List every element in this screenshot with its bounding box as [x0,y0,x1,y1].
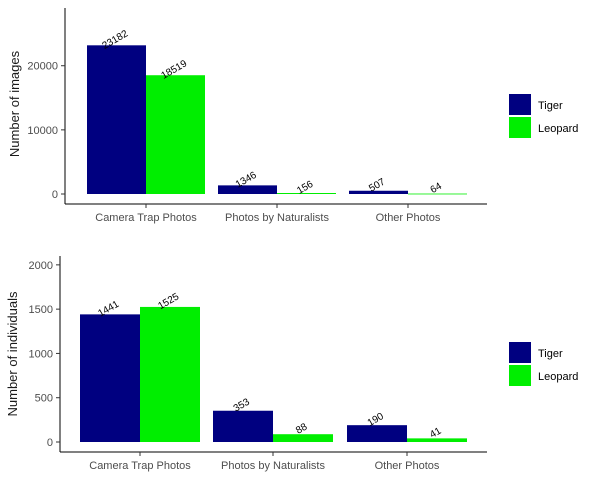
chart-1-bar-tiger-other-photos [349,190,408,194]
chart-1-y-tick-label: 10000 [27,125,58,137]
chart-1-bar-tiger-camera-trap-photos [87,45,146,195]
chart-1-bar-leopard-other-photos [408,193,467,195]
chart-1-legend-label-tiger: Tiger [538,100,563,112]
chart-2-y-tick-label: 1500 [29,304,53,316]
chart-2-x-tick-label-photos-by-naturalists: Photos by Naturalists [221,460,325,472]
chart-2-y-axis-title: Number of individuals [5,291,20,417]
chart-2-y-tick-label: 1000 [29,348,53,360]
chart-1-x-tick-label-other-photos: Other Photos [376,212,441,224]
chart-2-bar-leopard-camera-trap-photos [140,306,200,442]
chart-1-y-tick-label: 20000 [27,61,58,73]
chart-2-x-tick-label-other-photos: Other Photos [375,460,440,472]
chart-1-legend-key-leopard [509,117,531,138]
chart-2-legend-key-leopard [509,365,531,386]
chart-1-x-tick-label-photos-by-naturalists: Photos by Naturalists [225,212,329,224]
chart-1-y-axis-title: Number of images [7,50,22,157]
chart-2-bar-leopard-other-photos [407,438,467,442]
chart-1-bar-leopard-camera-trap-photos [146,75,205,194]
individuals-bar-chart: 1441 152535388190410500100015002000Camera… [5,256,578,472]
chart-2-data-label-leopard-photos-by-naturalists: 88 [294,421,310,436]
chart-2-bar-tiger-camera-trap-photos [80,314,140,442]
chart-2-legend-label-tiger: Tiger [538,348,563,360]
chart-1-x-tick-label-camera-trap-photos: Camera Trap Photos [95,212,197,224]
chart-1-bar-tiger-photos-by-naturalists [218,185,277,194]
chart-2-x-tick-label-camera-trap-photos: Camera Trap Photos [89,460,191,472]
chart-1-legend-label-leopard: Leopard [538,123,578,135]
chart-2-legend-label-leopard: Leopard [538,371,578,383]
chart-1-data-label-leopard-other-photos: 64 [429,181,445,196]
chart-1-y-tick-label: 0 [52,189,58,201]
chart-2-legend-key-tiger [509,342,531,363]
chart-2-bar-tiger-photos-by-naturalists [213,410,273,442]
chart-2-bar-leopard-photos-by-naturalists [273,434,333,442]
chart-1-data-label-leopard-photos-by-naturalists: 156 [295,179,315,197]
chart-2-y-tick-label: 2000 [29,260,53,272]
chart-1-bar-leopard-photos-by-naturalists [277,192,336,194]
chart-2-bar-tiger-other-photos [347,425,407,442]
chart-2-data-label-leopard-other-photos: 41 [428,425,444,440]
chart-2-y-tick-label: 500 [35,393,53,405]
chart-2-y-tick-label: 0 [47,437,53,449]
chart-1-legend-key-tiger [509,94,531,115]
